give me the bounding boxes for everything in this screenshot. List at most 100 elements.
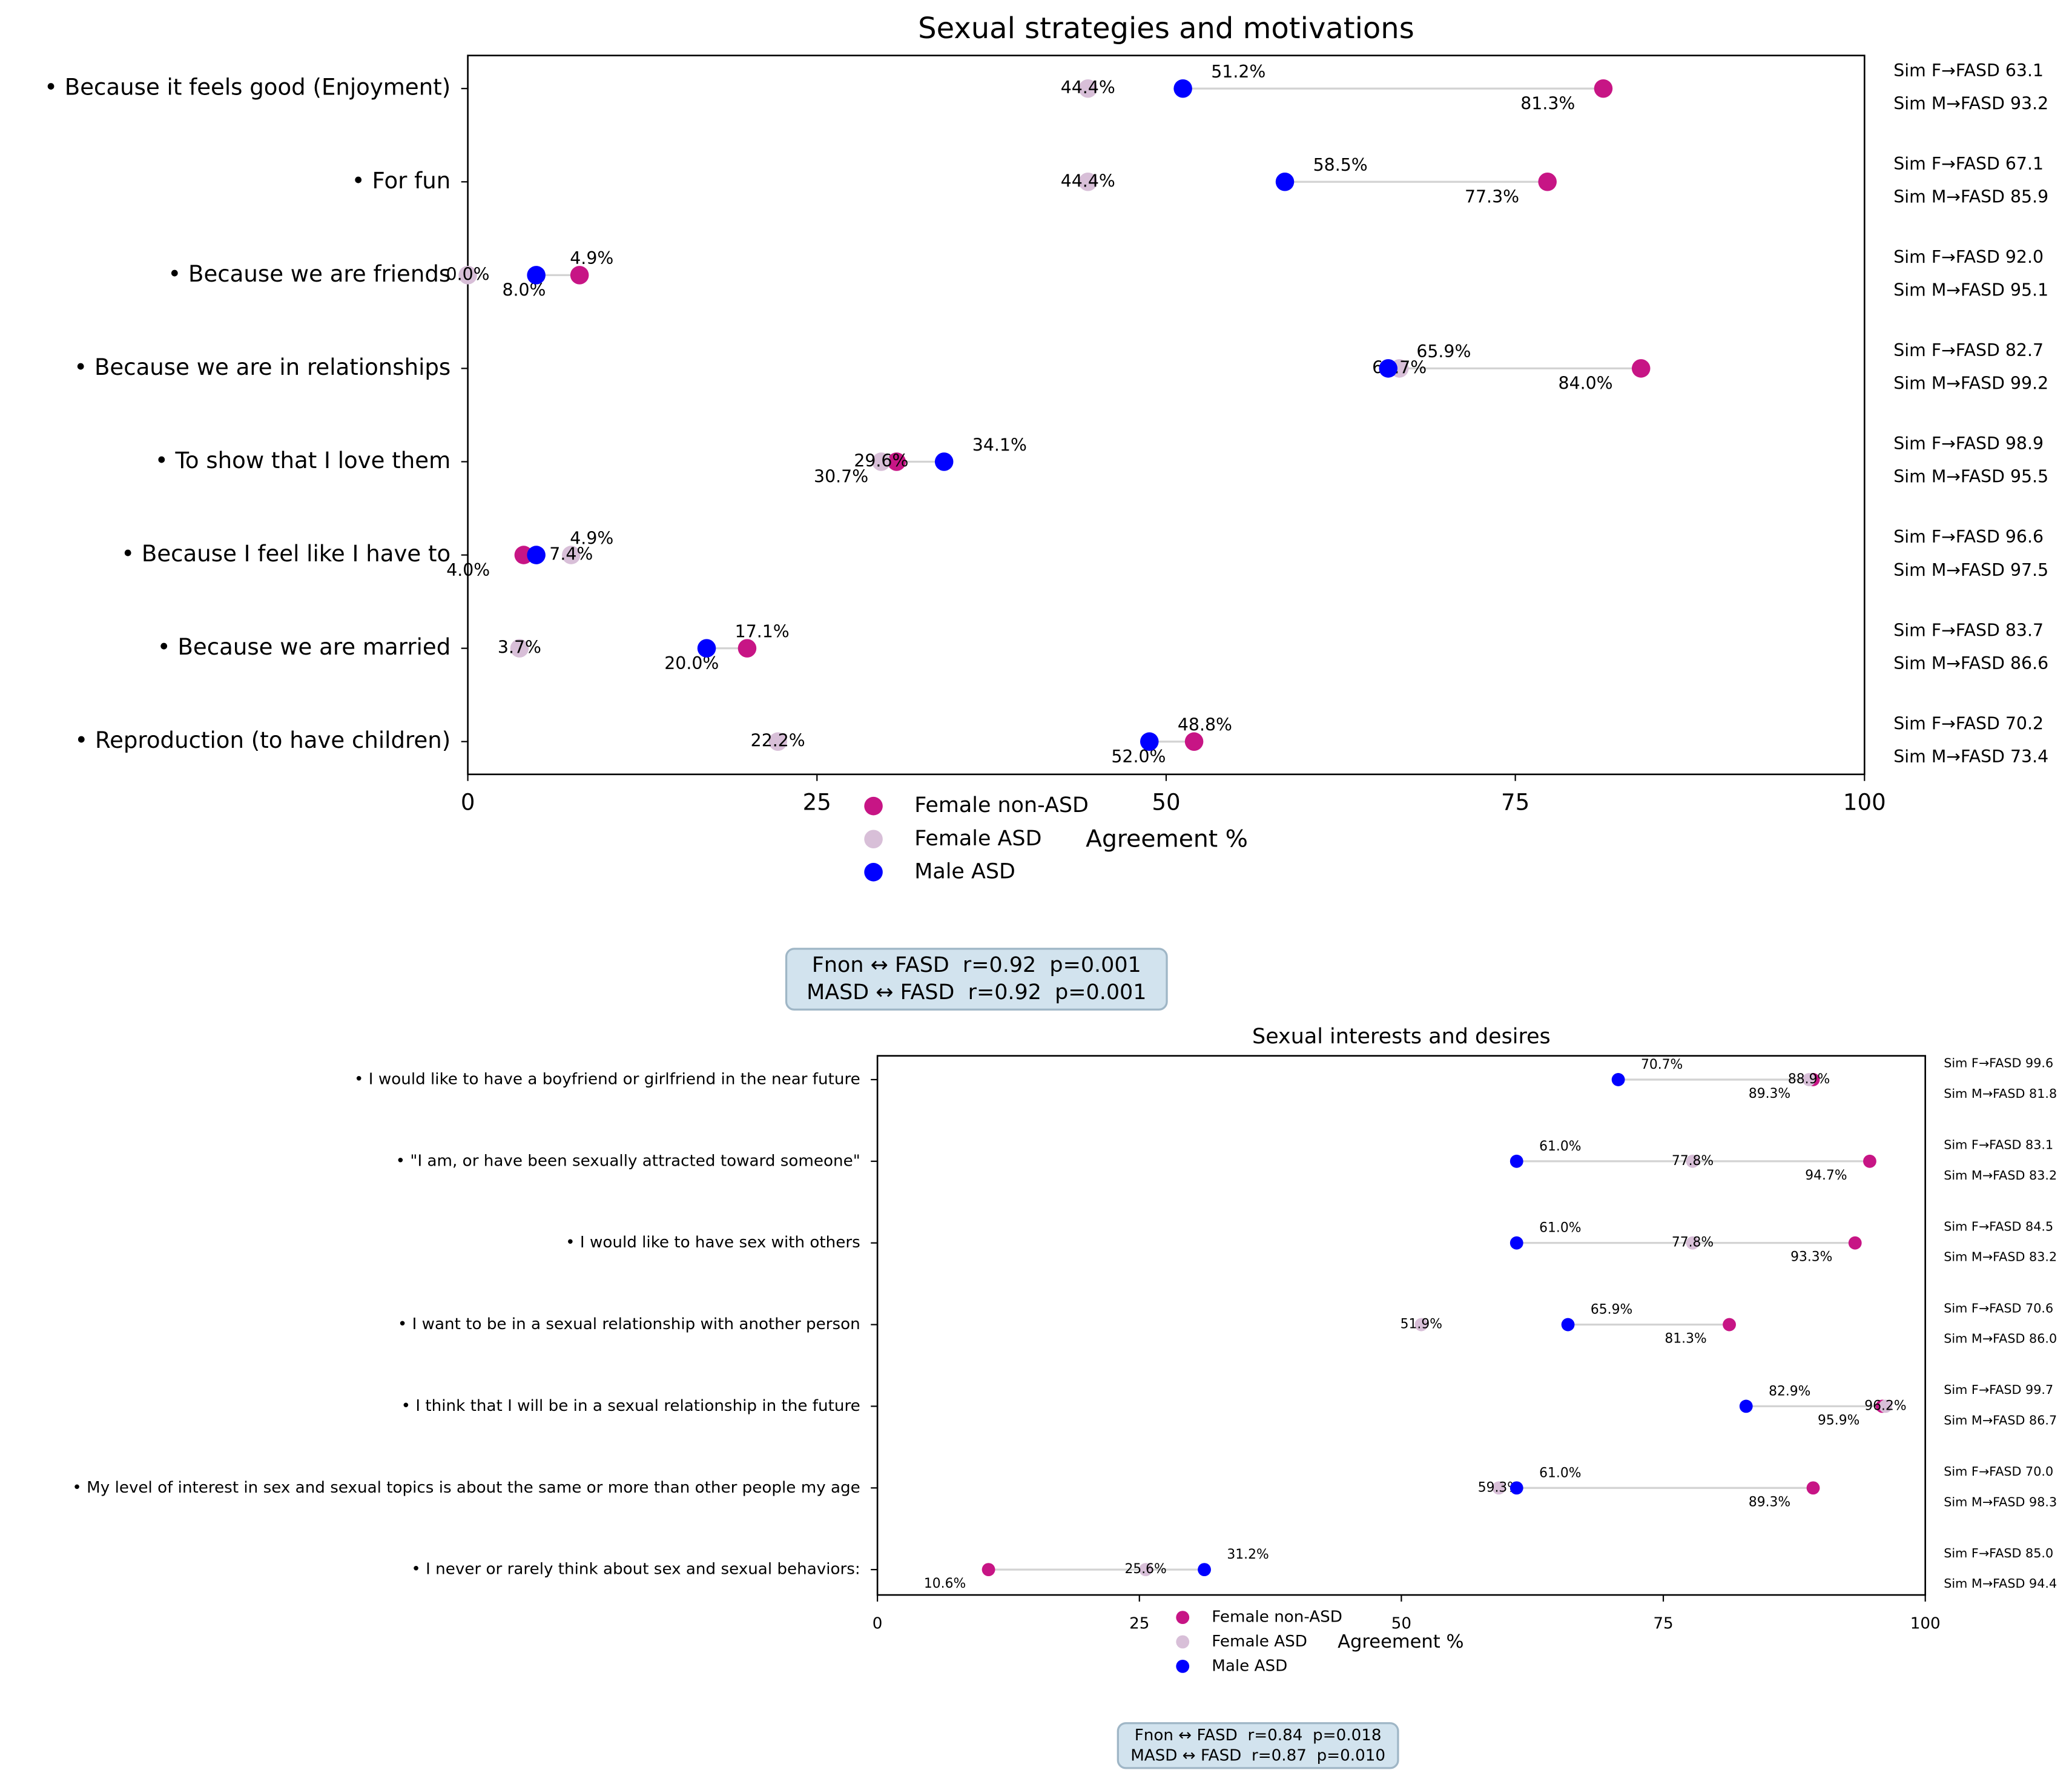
value-label: 25.6%: [1124, 1562, 1166, 1577]
category-label: • Because we are married: [157, 634, 450, 660]
value-label: 51.2%: [1211, 62, 1265, 82]
category-label: • Because it feels good (Enjoyment): [44, 74, 450, 101]
x-axis-label: Agreement %: [1086, 825, 1248, 853]
similarity-note: Sim F→FASD 85.0: [1944, 1546, 2053, 1560]
chart-title: Sexual interests and desires: [1252, 1025, 1551, 1049]
dot: [934, 452, 954, 471]
dot: [1686, 1236, 1700, 1250]
category-label: • I never or rarely think about sex and …: [411, 1560, 860, 1579]
dot: [982, 1563, 995, 1577]
value-label: 61.0%: [1539, 1139, 1581, 1154]
similarity-note: Sim M→FASD 86.7: [1944, 1413, 2057, 1427]
value-label: 31.2%: [1227, 1547, 1269, 1562]
value-label: 77.8%: [1672, 1235, 1714, 1250]
dot: [562, 546, 581, 564]
x-tick-label: 100: [1843, 789, 1886, 815]
stats-text: Fnon ↔ FASD r=0.92 p=0.001: [812, 953, 1141, 977]
similarity-note: Sim F→FASD 84.5: [1944, 1219, 2053, 1233]
value-label: 88.9%: [1788, 1072, 1830, 1087]
stats-text: Fnon ↔ FASD r=0.84 p=0.018: [1135, 1726, 1382, 1745]
x-tick-label: 25: [803, 789, 831, 815]
similarity-note: Sim F→FASD 92.0: [1893, 247, 2044, 267]
dot: [1414, 1318, 1428, 1332]
dot: [1723, 1318, 1736, 1332]
value-label: 10.6%: [924, 1576, 966, 1591]
dot: [1863, 1154, 1876, 1168]
category-label: • Reproduction (to have children): [74, 727, 450, 753]
value-label: 89.3%: [1749, 1494, 1790, 1510]
dot: [1379, 359, 1397, 378]
value-label: 44.4%: [1061, 78, 1115, 97]
dot: [1492, 1481, 1506, 1495]
similarity-note: Sim M→FASD 86.6: [1893, 653, 2048, 673]
dot: [1275, 173, 1295, 191]
legend-marker: [1176, 1611, 1190, 1625]
value-label: 93.3%: [1790, 1250, 1832, 1265]
x-tick-label: 0: [873, 1615, 883, 1633]
dot: [1611, 1073, 1625, 1086]
similarity-note: Sim M→FASD 98.3: [1944, 1494, 2057, 1509]
value-label: 61.0%: [1539, 1221, 1581, 1236]
value-label: 48.8%: [1178, 715, 1232, 735]
legend-label: Male ASD: [914, 859, 1015, 883]
similarity-note: Sim F→FASD 82.7: [1893, 340, 2044, 360]
similarity-note: Sim F→FASD 98.9: [1893, 434, 2044, 454]
dot: [737, 639, 757, 658]
dot: [1538, 173, 1557, 191]
similarity-note: Sim F→FASD 63.1: [1893, 61, 2044, 81]
x-tick-label: 75: [1653, 1615, 1673, 1633]
similarity-note: Sim M→FASD 73.4: [1893, 747, 2048, 767]
value-label: 52.0%: [1111, 747, 1166, 767]
value-label: 29.6%: [854, 451, 908, 470]
x-tick-label: 0: [461, 789, 475, 815]
dot: [1509, 1154, 1523, 1168]
category-label: • I think that I will be in a sexual rel…: [401, 1397, 860, 1415]
value-label: 51.9%: [1401, 1317, 1442, 1332]
legend-marker: [864, 796, 883, 816]
similarity-note: Sim F→FASD 99.7: [1944, 1382, 2053, 1397]
dot: [1739, 1399, 1753, 1413]
dot: [1561, 1318, 1575, 1332]
category-label: • Because I feel like I have to: [121, 541, 450, 567]
dot: [1198, 1563, 1211, 1577]
dot: [1139, 1563, 1153, 1577]
dot: [527, 546, 546, 564]
dot: [1631, 359, 1651, 378]
dot: [510, 639, 529, 658]
stats-text: MASD ↔ FASD r=0.92 p=0.001: [807, 980, 1146, 1005]
value-label: 30.7%: [814, 467, 868, 487]
x-tick-label: 25: [1129, 1615, 1149, 1633]
value-label: 7.4%: [549, 544, 593, 564]
dot: [527, 266, 546, 285]
legend-label: Female ASD: [914, 827, 1041, 851]
value-label: 44.4%: [1061, 171, 1115, 191]
dot: [1594, 79, 1613, 98]
x-tick-label: 50: [1152, 789, 1180, 815]
dot: [458, 266, 477, 285]
similarity-note: Sim F→FASD 67.1: [1893, 154, 2044, 174]
value-label: 81.3%: [1665, 1332, 1706, 1347]
dot: [1509, 1481, 1523, 1495]
legend-label: Female ASD: [1212, 1632, 1307, 1651]
similarity-note: Sim M→FASD 83.2: [1944, 1250, 2057, 1264]
dot: [1078, 173, 1098, 191]
similarity-note: Sim F→FASD 83.7: [1893, 620, 2044, 640]
value-label: 95.9%: [1818, 1413, 1859, 1428]
dot: [1140, 732, 1159, 751]
value-label: 77.8%: [1672, 1154, 1714, 1169]
similarity-note: Sim M→FASD 83.2: [1944, 1168, 2057, 1183]
value-label: 96.2%: [1864, 1398, 1906, 1413]
legend-label: Female non-ASD: [1212, 1608, 1342, 1626]
similarity-note: Sim M→FASD 95.5: [1893, 467, 2048, 487]
dot: [570, 266, 589, 285]
similarity-note: Sim M→FASD 93.2: [1893, 93, 2048, 113]
similarity-note: Sim M→FASD 81.8: [1944, 1086, 2057, 1101]
legend-label: Male ASD: [1212, 1657, 1287, 1675]
value-label: 65.9%: [1591, 1302, 1632, 1318]
similarity-note: Sim M→FASD 94.4: [1944, 1576, 2057, 1591]
value-label: 4.9%: [570, 528, 613, 548]
dot: [1173, 79, 1192, 98]
category-label: • I want to be in a sexual relationship …: [398, 1315, 860, 1333]
